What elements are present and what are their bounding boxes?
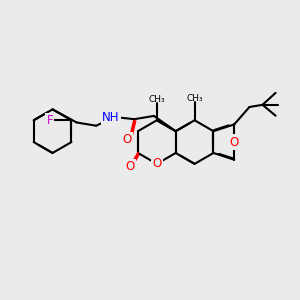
Text: CH₃: CH₃ [186,94,203,103]
Text: O: O [122,133,132,146]
Text: O: O [126,160,135,173]
Text: O: O [230,136,239,148]
Text: NH: NH [102,110,119,124]
Text: F: F [46,114,53,127]
Text: O: O [152,158,161,170]
Text: CH₃: CH₃ [148,95,165,104]
